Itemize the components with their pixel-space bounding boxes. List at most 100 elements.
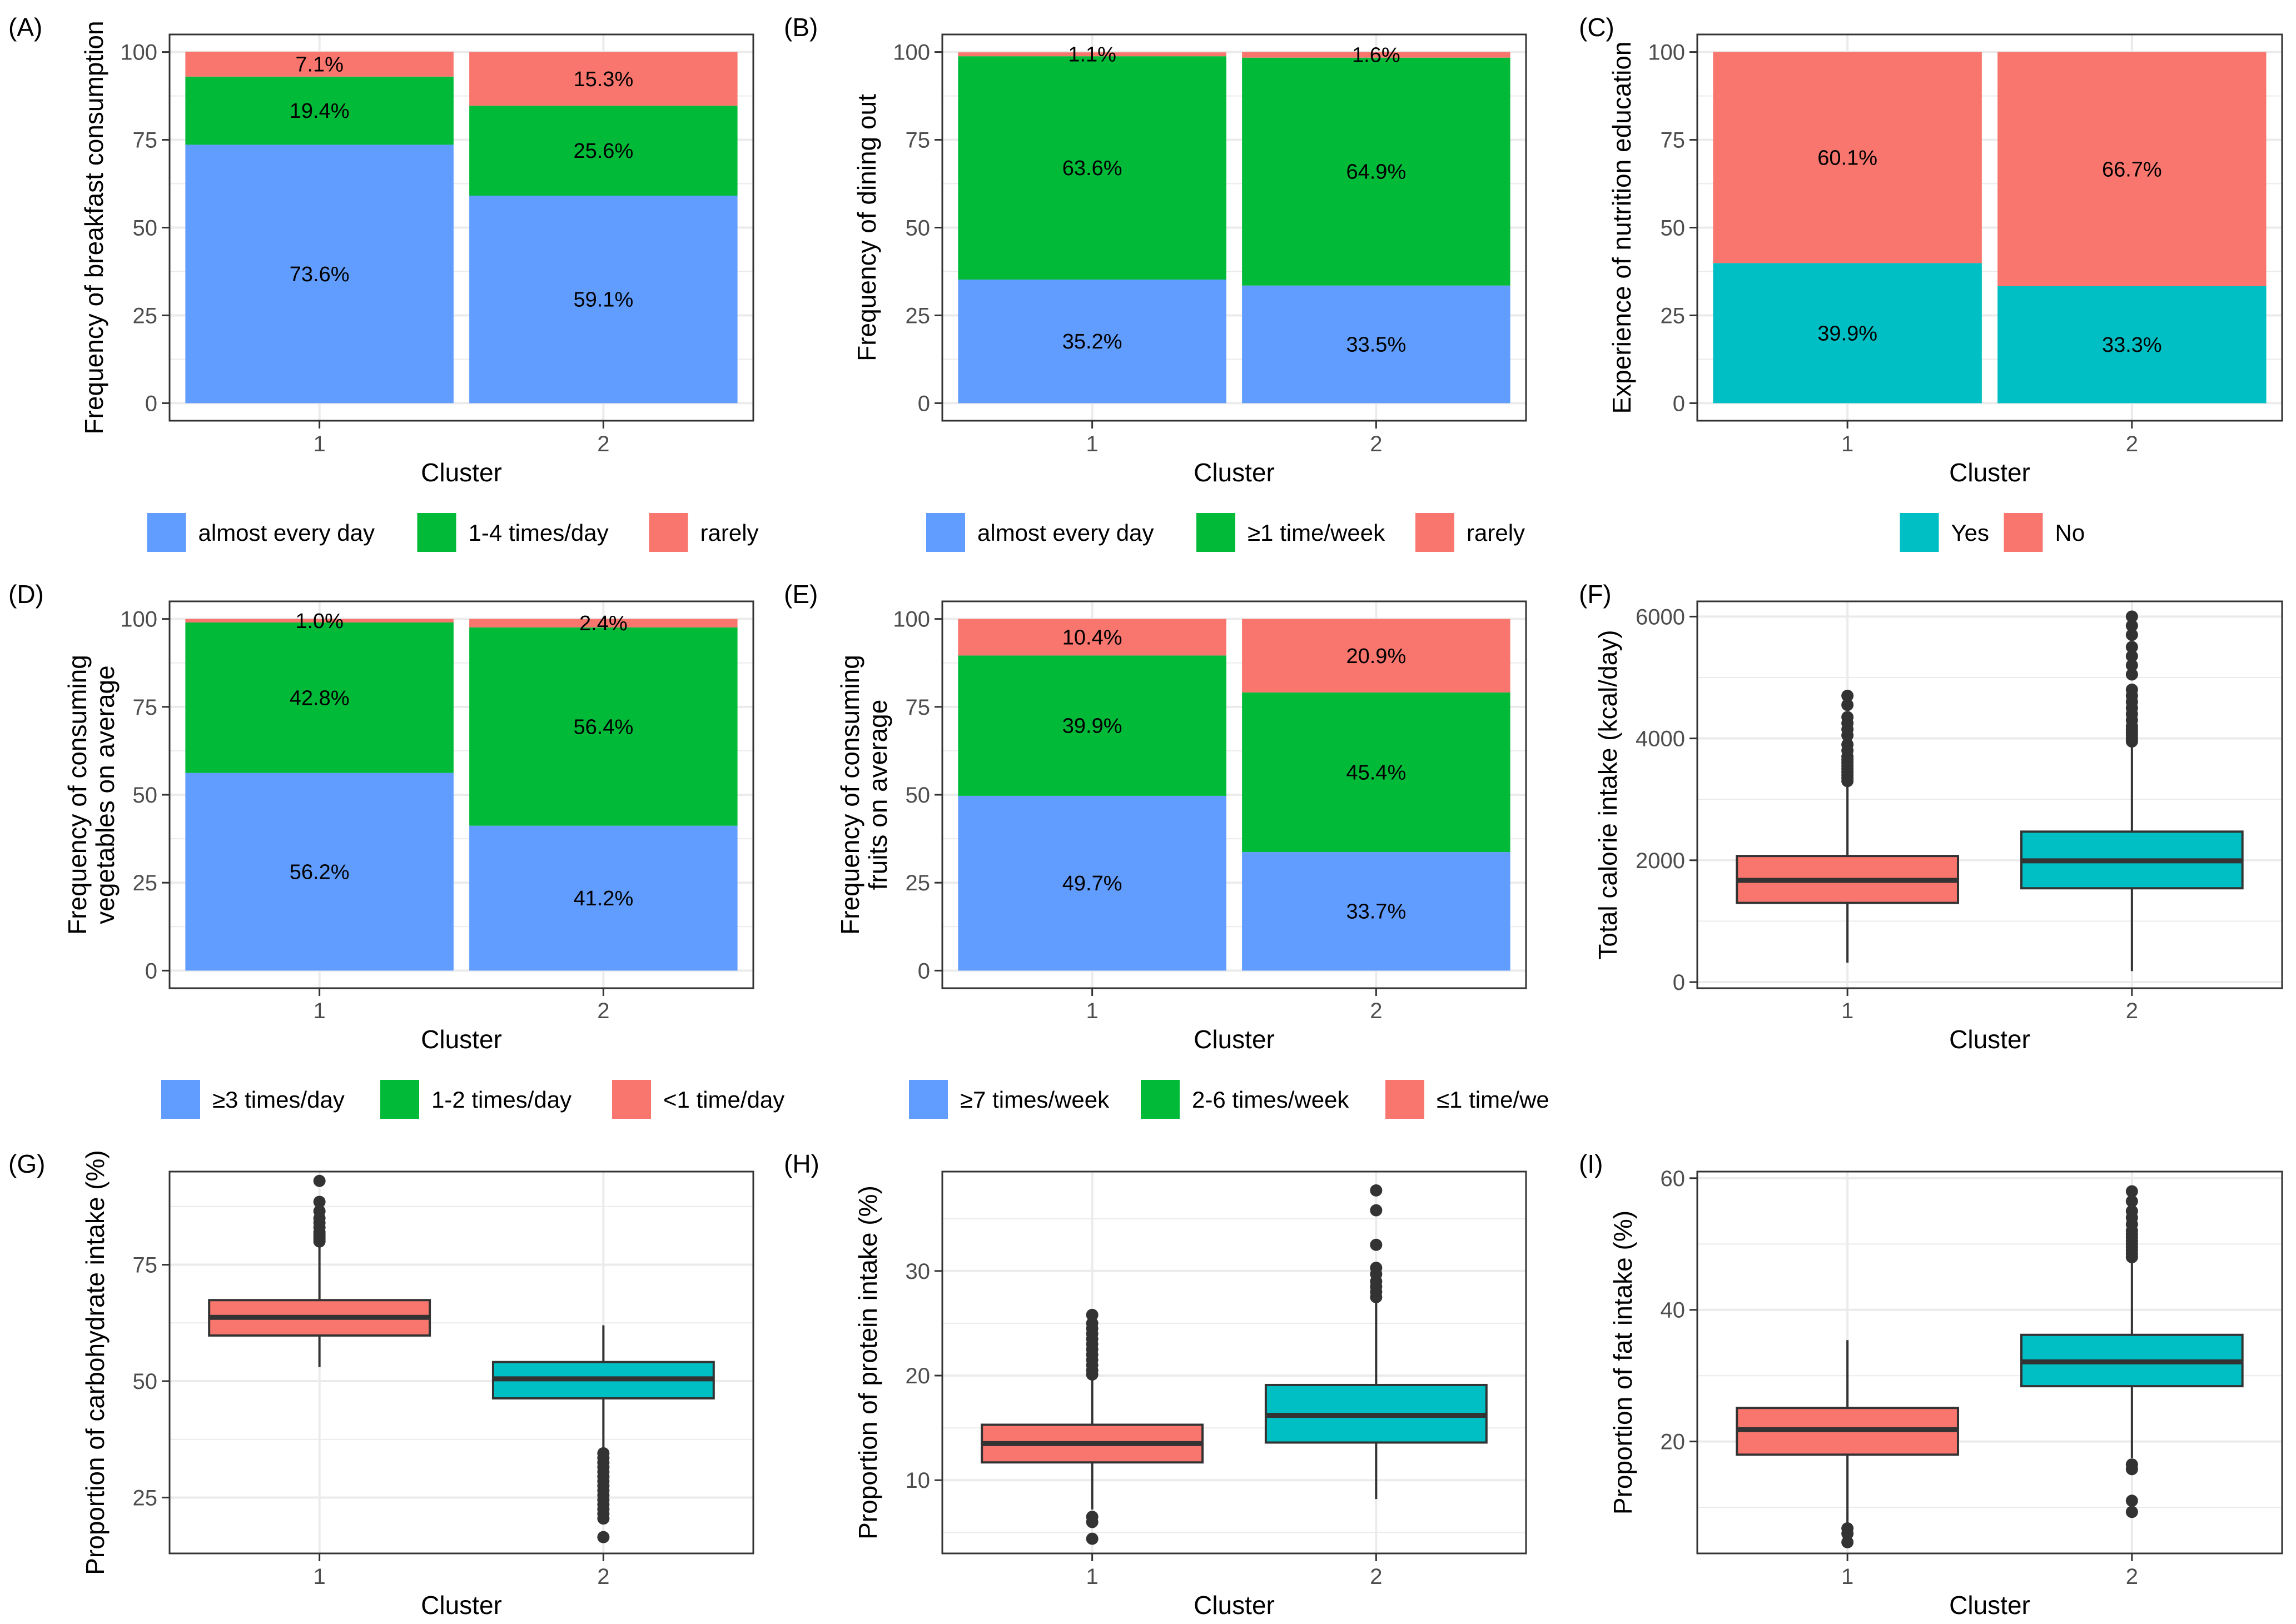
y-tick-label: 75 xyxy=(906,695,931,720)
legend-label: Yes xyxy=(1951,520,1990,546)
legend: almost every day ≥1 time/week rarely xyxy=(926,513,1525,552)
y-tick-label: 60 xyxy=(1661,1167,1686,1191)
bar-data-label: 2.4% xyxy=(579,612,628,635)
legend-label: rarely xyxy=(1467,520,1525,546)
box-outlier xyxy=(2125,641,2138,654)
legend-label: ≥1 time/week xyxy=(1248,520,1385,546)
legend-key xyxy=(612,1080,651,1119)
box-outlier xyxy=(1370,1184,1383,1197)
panel-tag: (I) xyxy=(1579,1149,1603,1178)
bar-segment xyxy=(1242,52,1510,58)
bar-segment xyxy=(958,52,1226,57)
x-tick-label: 1 xyxy=(1086,432,1099,456)
legend-label: No xyxy=(2055,520,2085,546)
bar-segment xyxy=(469,619,738,627)
box-outlier xyxy=(1086,1308,1099,1321)
legend: almost every day 1-4 times/day rarely xyxy=(147,513,759,552)
panel-c: (C) 39.9% 60.1% 33.3% 66.7% 0 25 50 75 100 1 2 Clust… xyxy=(1579,13,2283,552)
legend: ≥3 times/day 1-2 times/day <1 time/day xyxy=(161,1080,784,1119)
bar-segment xyxy=(185,773,454,971)
box-outlier xyxy=(2125,1463,2138,1476)
box-outlier xyxy=(1370,1204,1383,1217)
x-axis-title: Cluster xyxy=(1949,458,2030,487)
bar-segment xyxy=(185,619,454,622)
y-tick-label: 0 xyxy=(1673,391,1685,416)
box-outlier xyxy=(2125,1506,2138,1518)
panel-border xyxy=(941,1170,1527,1555)
legend-label: 1-4 times/day xyxy=(469,520,609,546)
y-tick-label: 0 xyxy=(145,391,157,416)
y-tick-label: 0 xyxy=(1673,970,1685,995)
y-tick-label: 2000 xyxy=(1636,849,1685,873)
y-tick-label: 0 xyxy=(918,391,930,416)
bar-data-label: 56.2% xyxy=(290,861,350,884)
box-outlier xyxy=(2125,610,2138,623)
box-outlier xyxy=(2125,619,2138,632)
legend-key xyxy=(417,513,456,552)
bar-data-label: 35.2% xyxy=(1062,330,1122,353)
y-tick-label: 20 xyxy=(906,1364,931,1388)
y-tick-label: 50 xyxy=(133,1369,158,1394)
bar-segment xyxy=(469,196,738,403)
bar-segment xyxy=(1997,52,2267,287)
legend-label: 1-2 times/day xyxy=(431,1087,571,1113)
y-axis-title: Proportion of fat intake (%) xyxy=(1608,1210,1637,1515)
y-tick-label: 10 xyxy=(906,1468,931,1493)
x-tick-label: 2 xyxy=(1370,999,1382,1023)
bar-data-label: 7.1% xyxy=(295,53,344,76)
x-axis-title: Cluster xyxy=(421,1025,502,1054)
panel-tag: (G) xyxy=(8,1149,45,1178)
y-axis-title: Frequency of dining out xyxy=(852,94,881,361)
legend-key xyxy=(147,513,186,552)
bar-segment xyxy=(185,51,454,77)
panel-a: (A) 73.6% 19.4% 7.1% 59.1% 25.6% 15.3% 0 25 50 75 1… xyxy=(8,13,759,552)
box-outlier xyxy=(597,1531,610,1543)
bar-data-label: 25.6% xyxy=(573,140,633,163)
y-axis-title-line2: fruits on average xyxy=(863,700,892,890)
y-tick-label: 50 xyxy=(906,783,931,808)
box-outlier xyxy=(2125,683,2138,696)
y-tick-label: 75 xyxy=(906,128,931,153)
bar-data-label: 10.4% xyxy=(1062,626,1122,650)
legend: ≥7 times/week 2-6 times/week ≤1 time/we xyxy=(909,1080,1549,1119)
bar-segment xyxy=(469,627,738,826)
y-axis-title: Experience of nutrition education xyxy=(1607,42,1636,414)
bar-segment xyxy=(958,619,1226,656)
y-tick-label: 75 xyxy=(1661,128,1686,153)
bar-data-label: 33.5% xyxy=(1346,333,1406,357)
y-tick-label: 50 xyxy=(906,216,931,241)
plot-background xyxy=(1697,601,2282,988)
panel-h: (H) 10 20 30 1 2 Cluster Proportion of protein … xyxy=(784,1149,1527,1620)
legend-label: <1 time/day xyxy=(663,1087,784,1113)
bar-segment xyxy=(469,825,738,971)
x-tick-label: 2 xyxy=(1370,1565,1382,1589)
legend-key xyxy=(1385,1080,1424,1119)
box-outlier xyxy=(1086,1532,1099,1545)
panel-d: (D) 56.2% 42.8% 1.0% 41.2% 56.4% 2.4% 0 25 50 75 10… xyxy=(8,580,784,1119)
panel-tag: (F) xyxy=(1579,580,1612,609)
box-outlier xyxy=(313,1195,326,1208)
box-outlier xyxy=(1841,1536,1854,1548)
bar-data-label: 33.7% xyxy=(1346,900,1406,924)
x-tick-label: 1 xyxy=(1086,999,1099,1023)
bar-data-label: 20.9% xyxy=(1346,645,1406,668)
x-tick-label: 1 xyxy=(1841,432,1853,456)
box-outlier xyxy=(1841,1527,1854,1540)
legend-key xyxy=(1196,513,1235,552)
y-axis-title: Proportion of protein intake (%) xyxy=(853,1185,882,1540)
bar-data-label: 1.1% xyxy=(1068,43,1116,67)
panel-tag: (H) xyxy=(784,1149,819,1178)
x-axis-title: Cluster xyxy=(1194,1591,1275,1620)
bar-segment xyxy=(185,622,454,773)
y-tick-label: 4000 xyxy=(1636,727,1685,751)
y-tick-label: 50 xyxy=(1661,216,1686,241)
legend-label: almost every day xyxy=(198,520,375,546)
y-tick-label: 0 xyxy=(918,959,930,983)
box-outlier xyxy=(2125,629,2138,641)
x-tick-label: 2 xyxy=(2126,1565,2138,1589)
bar-data-label: 56.4% xyxy=(573,715,633,739)
y-tick-label: 75 xyxy=(133,128,158,153)
bar-data-label: 73.6% xyxy=(290,263,350,286)
bar-segment xyxy=(1997,286,2267,403)
